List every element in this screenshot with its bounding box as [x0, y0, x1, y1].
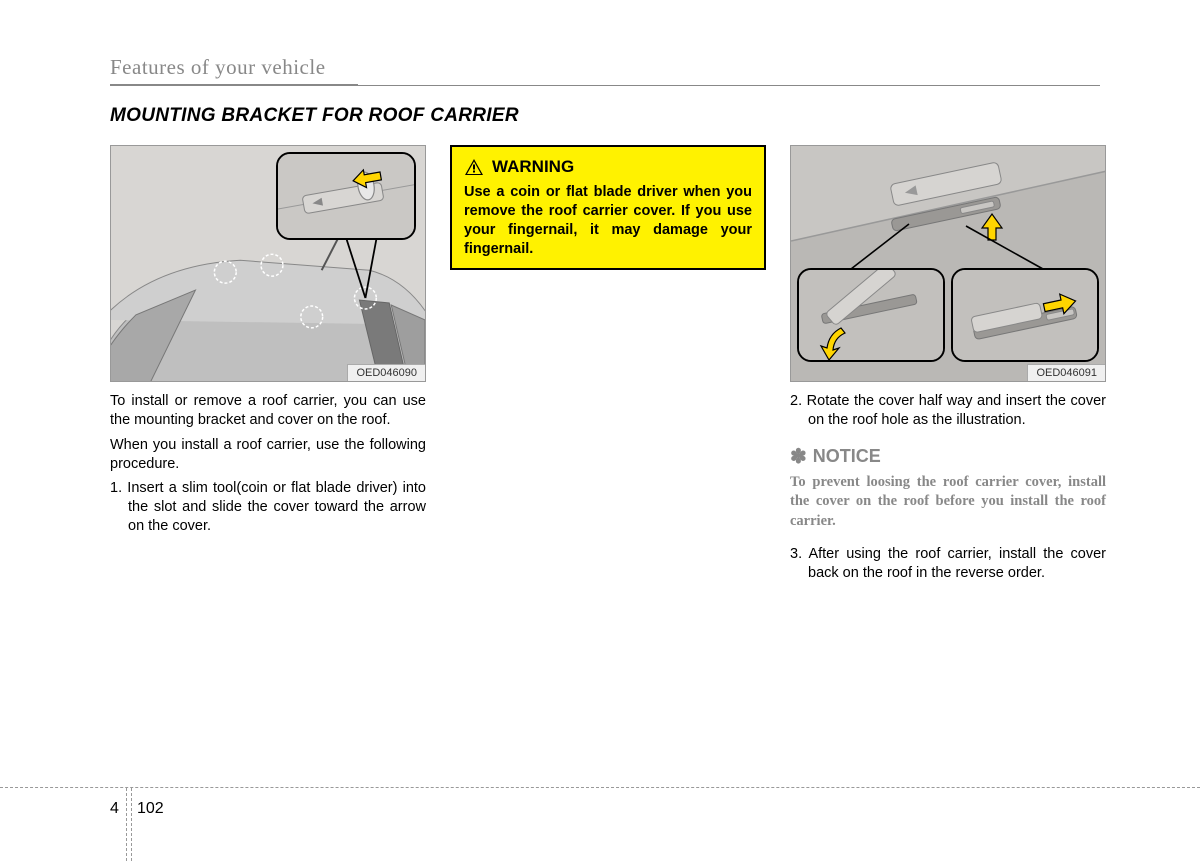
footer-rule	[0, 787, 1200, 788]
page-number: 102	[137, 800, 164, 818]
footer-vline-2	[131, 788, 132, 861]
warning-text: Use a coin or flat blade driver when you…	[464, 183, 752, 258]
section-header: Features of your vehicle	[110, 55, 1100, 80]
col3-step-3: 3. After using the roof carrier, install…	[790, 545, 1106, 583]
figure-1: OED046090	[110, 145, 426, 382]
column-2: WARNING Use a coin or flat blade driver …	[450, 145, 766, 589]
content-columns: OED046090 To install or remove a roof ca…	[110, 145, 1100, 589]
figure-2-label: OED046091	[1027, 364, 1105, 381]
figure-1-label: OED046090	[347, 364, 425, 381]
figure-2-inset-right	[951, 268, 1099, 362]
col1-paragraph-1: To install or remove a roof carrier, you…	[110, 392, 426, 430]
header-divider	[110, 84, 1100, 87]
notice-header: ✽ NOTICE	[790, 444, 1106, 469]
col1-step-1: 1. Insert a slim tool(coin or flat blade…	[110, 479, 426, 536]
footer-vline-1	[126, 788, 127, 861]
figure-2-inset-left	[797, 268, 945, 362]
warning-header: WARNING	[464, 157, 752, 177]
warning-box: WARNING Use a coin or flat blade driver …	[450, 145, 766, 270]
notice-text: To prevent loosing the roof carrier cove…	[790, 473, 1106, 532]
col3-step-2: 2. Rotate the cover half way and insert …	[790, 392, 1106, 430]
column-3: OED046091 2. Rotate the cover half way a…	[790, 145, 1106, 589]
notice-star-icon: ✽	[790, 444, 807, 469]
figure-2: OED046091	[790, 145, 1106, 382]
warning-title: WARNING	[492, 157, 574, 177]
column-1: OED046090 To install or remove a roof ca…	[110, 145, 426, 589]
page-chapter: 4	[110, 800, 119, 818]
col1-paragraph-2: When you install a roof carrier, use the…	[110, 436, 426, 474]
page-title: MOUNTING BRACKET FOR ROOF CARRIER	[110, 105, 1100, 127]
warning-triangle-icon	[464, 158, 484, 176]
notice-title: NOTICE	[813, 446, 881, 467]
figure-1-inset	[276, 152, 416, 240]
